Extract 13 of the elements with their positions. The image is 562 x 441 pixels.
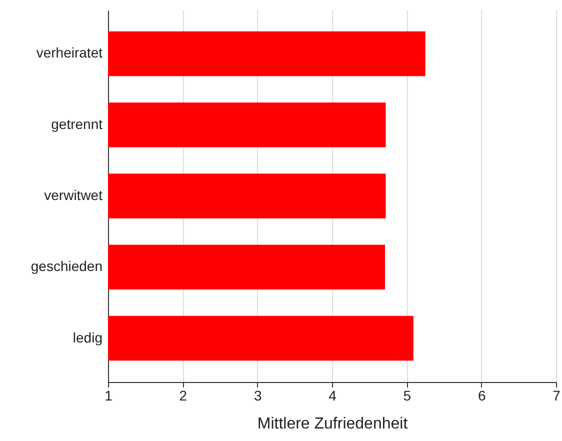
x-axis-title: Mittlere Zufriedenheit xyxy=(257,416,408,432)
x-tick-label: 7 xyxy=(552,388,561,404)
y-tick-label: verwitwet xyxy=(44,187,103,203)
x-tick-label: 1 xyxy=(104,388,113,404)
y-tick-label: getrennt xyxy=(51,116,103,132)
x-tick-label: 5 xyxy=(403,388,412,404)
y-tick-label: ledig xyxy=(72,329,102,346)
x-tick-label: 3 xyxy=(254,388,262,404)
x-tick-label: 6 xyxy=(478,388,486,404)
x-tick-label: 4 xyxy=(328,388,337,404)
y-tick-label: verheiratet xyxy=(36,44,103,61)
x-tick-label: 2 xyxy=(179,388,188,404)
y-tick-label: geschieden xyxy=(30,258,102,274)
